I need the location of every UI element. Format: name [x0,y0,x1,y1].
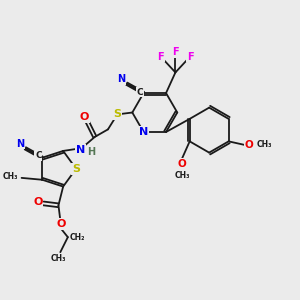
Text: CH₃: CH₃ [174,171,190,180]
Text: N: N [16,139,24,149]
Text: H: H [87,147,95,157]
Text: O: O [245,140,254,150]
Text: F: F [157,52,164,61]
Text: N: N [76,145,86,155]
Text: N: N [139,127,148,137]
Text: CH₃: CH₃ [2,172,18,182]
Text: O: O [178,159,187,169]
Text: C: C [136,88,143,97]
Text: N: N [117,74,125,84]
Text: F: F [172,47,179,57]
Text: O: O [33,196,43,207]
Text: F: F [187,52,194,61]
Text: S: S [113,110,121,119]
Text: O: O [57,219,66,229]
Text: CH₃: CH₃ [51,254,66,263]
Text: O: O [80,112,89,122]
Text: S: S [72,164,80,174]
Text: C: C [35,152,42,160]
Text: CH₃: CH₃ [257,140,272,149]
Text: CH₂: CH₂ [70,233,85,242]
